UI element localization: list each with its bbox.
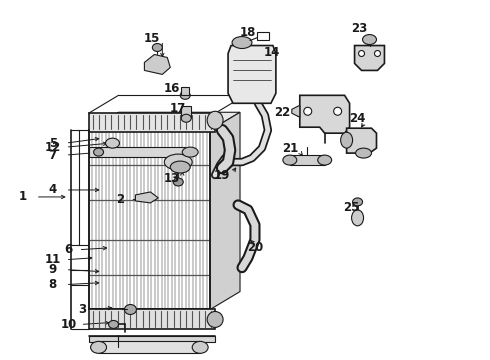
Ellipse shape [181,114,191,122]
Polygon shape [228,45,276,103]
Ellipse shape [334,107,342,115]
Text: 8: 8 [49,278,57,291]
Bar [89,336,215,342]
Text: 3: 3 [78,303,87,316]
Ellipse shape [124,305,136,315]
Text: 22: 22 [274,106,290,119]
Bar [181,87,189,95]
Polygon shape [355,45,385,71]
Ellipse shape [374,50,380,57]
Bar [89,130,210,165]
Text: 1: 1 [19,190,27,203]
Bar [89,165,210,200]
Text: 12: 12 [45,141,61,154]
Text: 25: 25 [343,201,360,215]
Text: 20: 20 [247,241,263,254]
Text: 17: 17 [170,102,186,115]
Ellipse shape [152,44,162,51]
Ellipse shape [207,111,223,129]
Text: 9: 9 [49,263,57,276]
Text: 19: 19 [214,168,230,181]
Ellipse shape [207,311,223,328]
Text: 24: 24 [349,112,366,125]
Bar [89,200,210,240]
Ellipse shape [341,132,353,148]
Text: 14: 14 [264,46,280,59]
Bar [89,275,210,310]
Text: 23: 23 [351,22,368,35]
Text: 6: 6 [65,243,73,256]
Polygon shape [300,95,349,133]
Text: 10: 10 [61,318,77,331]
Ellipse shape [164,154,192,170]
Polygon shape [135,192,158,203]
Polygon shape [89,130,210,310]
Bar [290,155,325,165]
Text: 2: 2 [117,193,124,206]
Ellipse shape [232,37,252,49]
Ellipse shape [352,210,364,226]
Polygon shape [210,112,240,310]
Text: 15: 15 [144,32,161,45]
Text: 16: 16 [164,82,180,95]
Ellipse shape [356,148,371,158]
Ellipse shape [108,320,119,328]
Ellipse shape [94,148,103,156]
Bar [98,341,200,353]
Ellipse shape [171,161,190,173]
Ellipse shape [363,35,376,45]
Text: 21: 21 [282,141,298,155]
Polygon shape [346,128,376,153]
Bar [181,106,191,118]
Ellipse shape [180,91,190,99]
Polygon shape [89,112,240,130]
Polygon shape [292,105,300,117]
Bar [89,240,210,275]
Ellipse shape [173,178,183,186]
Ellipse shape [192,341,208,353]
Text: 4: 4 [49,184,57,197]
Text: 13: 13 [164,171,180,185]
Text: 18: 18 [240,26,256,39]
Ellipse shape [283,155,297,165]
Ellipse shape [105,138,120,148]
Ellipse shape [91,341,106,353]
Bar [89,113,215,132]
Bar [257,32,269,40]
Ellipse shape [359,50,365,57]
Bar [89,147,185,157]
Text: 11: 11 [45,253,61,266]
Ellipse shape [318,155,332,165]
Text: 7: 7 [49,149,57,162]
Ellipse shape [353,198,363,206]
Text: 5: 5 [49,137,57,150]
Bar [89,310,215,329]
Polygon shape [145,54,171,75]
Ellipse shape [304,107,312,115]
Ellipse shape [182,147,198,157]
